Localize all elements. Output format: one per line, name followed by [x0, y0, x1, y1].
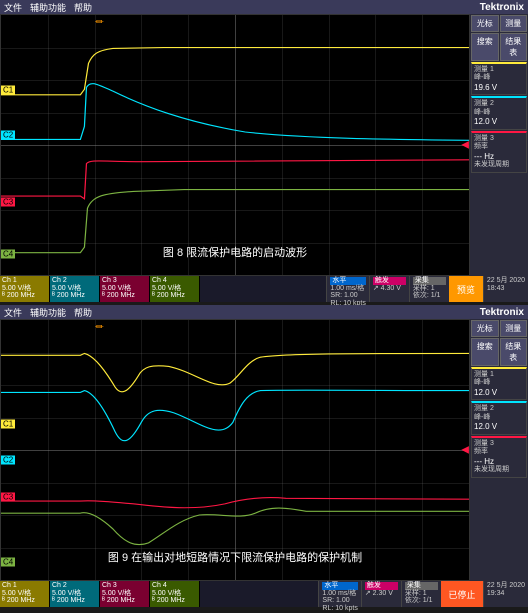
- datetime-status: 22 5月 202018:43: [483, 276, 528, 302]
- channel-info-c4[interactable]: Ch 45.00 V/格ᴮ 200 MHz: [150, 276, 200, 302]
- measurement-c1[interactable]: 测量 1峰-峰19.6 V: [471, 62, 527, 95]
- search-button[interactable]: 搜索: [471, 338, 499, 366]
- channel-info-c3[interactable]: Ch 35.00 V/格ᴮ 200 MHz: [100, 276, 150, 302]
- channel-info-c2[interactable]: Ch 25.00 V/格ᴮ 200 MHz: [50, 581, 100, 607]
- menu-aux[interactable]: 辅助功能: [30, 306, 66, 319]
- menubar: 文件 辅助功能 帮助 Tektronix: [0, 0, 528, 14]
- channel-info-c4[interactable]: Ch 45.00 V/格ᴮ 200 MHz: [150, 581, 200, 607]
- ch4-marker[interactable]: C4: [1, 250, 15, 259]
- menu-file[interactable]: 文件: [4, 306, 22, 319]
- ch3-marker[interactable]: C3: [1, 492, 15, 501]
- cursor-button[interactable]: 光标: [471, 15, 499, 32]
- measurement-c3[interactable]: 测量 3频率--- Hz未发现周期: [471, 436, 527, 478]
- results-button[interactable]: 结果表: [500, 338, 528, 366]
- run-state-button[interactable]: 预览: [449, 276, 483, 302]
- acquire-status[interactable]: 采集采样: 1依次: 1/1: [401, 581, 441, 607]
- waveform-area[interactable]: ⏛ C1 C2 C3 C4 ◀ 图 9 在输出对地短路情况下限流保护电路的保护机…: [0, 319, 470, 581]
- trigger-time-marker: ⏛: [95, 320, 104, 333]
- figure-caption: 图 8 限流保护电路的启动波形: [163, 244, 307, 260]
- horizontal-status[interactable]: 水平1.00 ms/格SR: 1.00RL: 10 kpts: [326, 276, 368, 302]
- trigger-status[interactable]: 触发↗ 4.30 V: [369, 276, 409, 302]
- results-button[interactable]: 结果表: [500, 33, 528, 61]
- channel-info-c1[interactable]: Ch 15.00 V/格ᴮ 200 MHz: [0, 276, 50, 302]
- menu-help[interactable]: 帮助: [74, 1, 92, 14]
- acquire-status[interactable]: 采集采样: 1依次: 1/1: [409, 276, 449, 302]
- ch1-marker[interactable]: C1: [1, 86, 15, 95]
- ch3-marker[interactable]: C3: [1, 198, 15, 207]
- menu-aux[interactable]: 辅助功能: [30, 1, 66, 14]
- channel-info-c2[interactable]: Ch 25.00 V/格ᴮ 200 MHz: [50, 276, 100, 302]
- sidebar: 光标 测量 搜索 结果表 测量 1峰-峰19.6 V测量 2峰-峰12.0 V测…: [470, 14, 528, 276]
- measurement-c1[interactable]: 测量 1峰-峰12.0 V: [471, 367, 527, 400]
- trigger-status[interactable]: 触发↗ 2.30 V: [361, 581, 401, 607]
- cursor-button[interactable]: 光标: [471, 320, 499, 337]
- run-state-button[interactable]: 已停止: [441, 581, 483, 607]
- waveform-svg: [1, 15, 469, 275]
- brand-logo: Tektronix: [480, 2, 524, 13]
- measurement-c2[interactable]: 测量 2峰-峰12.0 V: [471, 401, 527, 434]
- trigger-time-marker: ⏛: [95, 15, 104, 28]
- bottombar: Ch 15.00 V/格ᴮ 200 MHzCh 25.00 V/格ᴮ 200 M…: [0, 276, 528, 302]
- bottombar: Ch 15.00 V/格ᴮ 200 MHzCh 25.00 V/格ᴮ 200 M…: [0, 581, 528, 607]
- channel-info-c3[interactable]: Ch 35.00 V/格ᴮ 200 MHz: [100, 581, 150, 607]
- ch2-marker[interactable]: C2: [1, 130, 15, 139]
- sidebar: 光标 测量 搜索 结果表 测量 1峰-峰12.0 V测量 2峰-峰12.0 V测…: [470, 319, 528, 581]
- menu-file[interactable]: 文件: [4, 1, 22, 14]
- trigger-level-marker[interactable]: ◀: [461, 445, 469, 456]
- datetime-status: 22 5月 202019:34: [483, 581, 528, 607]
- measurement-c2[interactable]: 测量 2峰-峰12.0 V: [471, 96, 527, 129]
- ch1-marker[interactable]: C1: [1, 420, 15, 429]
- channel-info-c1[interactable]: Ch 15.00 V/格ᴮ 200 MHz: [0, 581, 50, 607]
- ch4-marker[interactable]: C4: [1, 557, 15, 566]
- menu-help[interactable]: 帮助: [74, 306, 92, 319]
- measure-button[interactable]: 测量: [500, 320, 528, 337]
- trigger-level-marker[interactable]: ◀: [461, 140, 469, 151]
- menubar: 文件 辅助功能 帮助 Tektronix: [0, 305, 528, 319]
- horizontal-status[interactable]: 水平1.00 ms/格SR: 1.00RL: 10 kpts: [318, 581, 360, 607]
- figure-caption: 图 9 在输出对地短路情况下限流保护电路的保护机制: [108, 549, 362, 565]
- ch2-marker[interactable]: C2: [1, 456, 15, 465]
- measurement-c3[interactable]: 测量 3频率--- Hz未发现周期: [471, 131, 527, 173]
- waveform-svg: [1, 320, 469, 580]
- measure-button[interactable]: 测量: [500, 15, 528, 32]
- waveform-area[interactable]: ⏛ C1 C2 C3 C4 ◀ 图 8 限流保护电路的启动波形: [0, 14, 470, 276]
- brand-logo: Tektronix: [480, 307, 524, 318]
- search-button[interactable]: 搜索: [471, 33, 499, 61]
